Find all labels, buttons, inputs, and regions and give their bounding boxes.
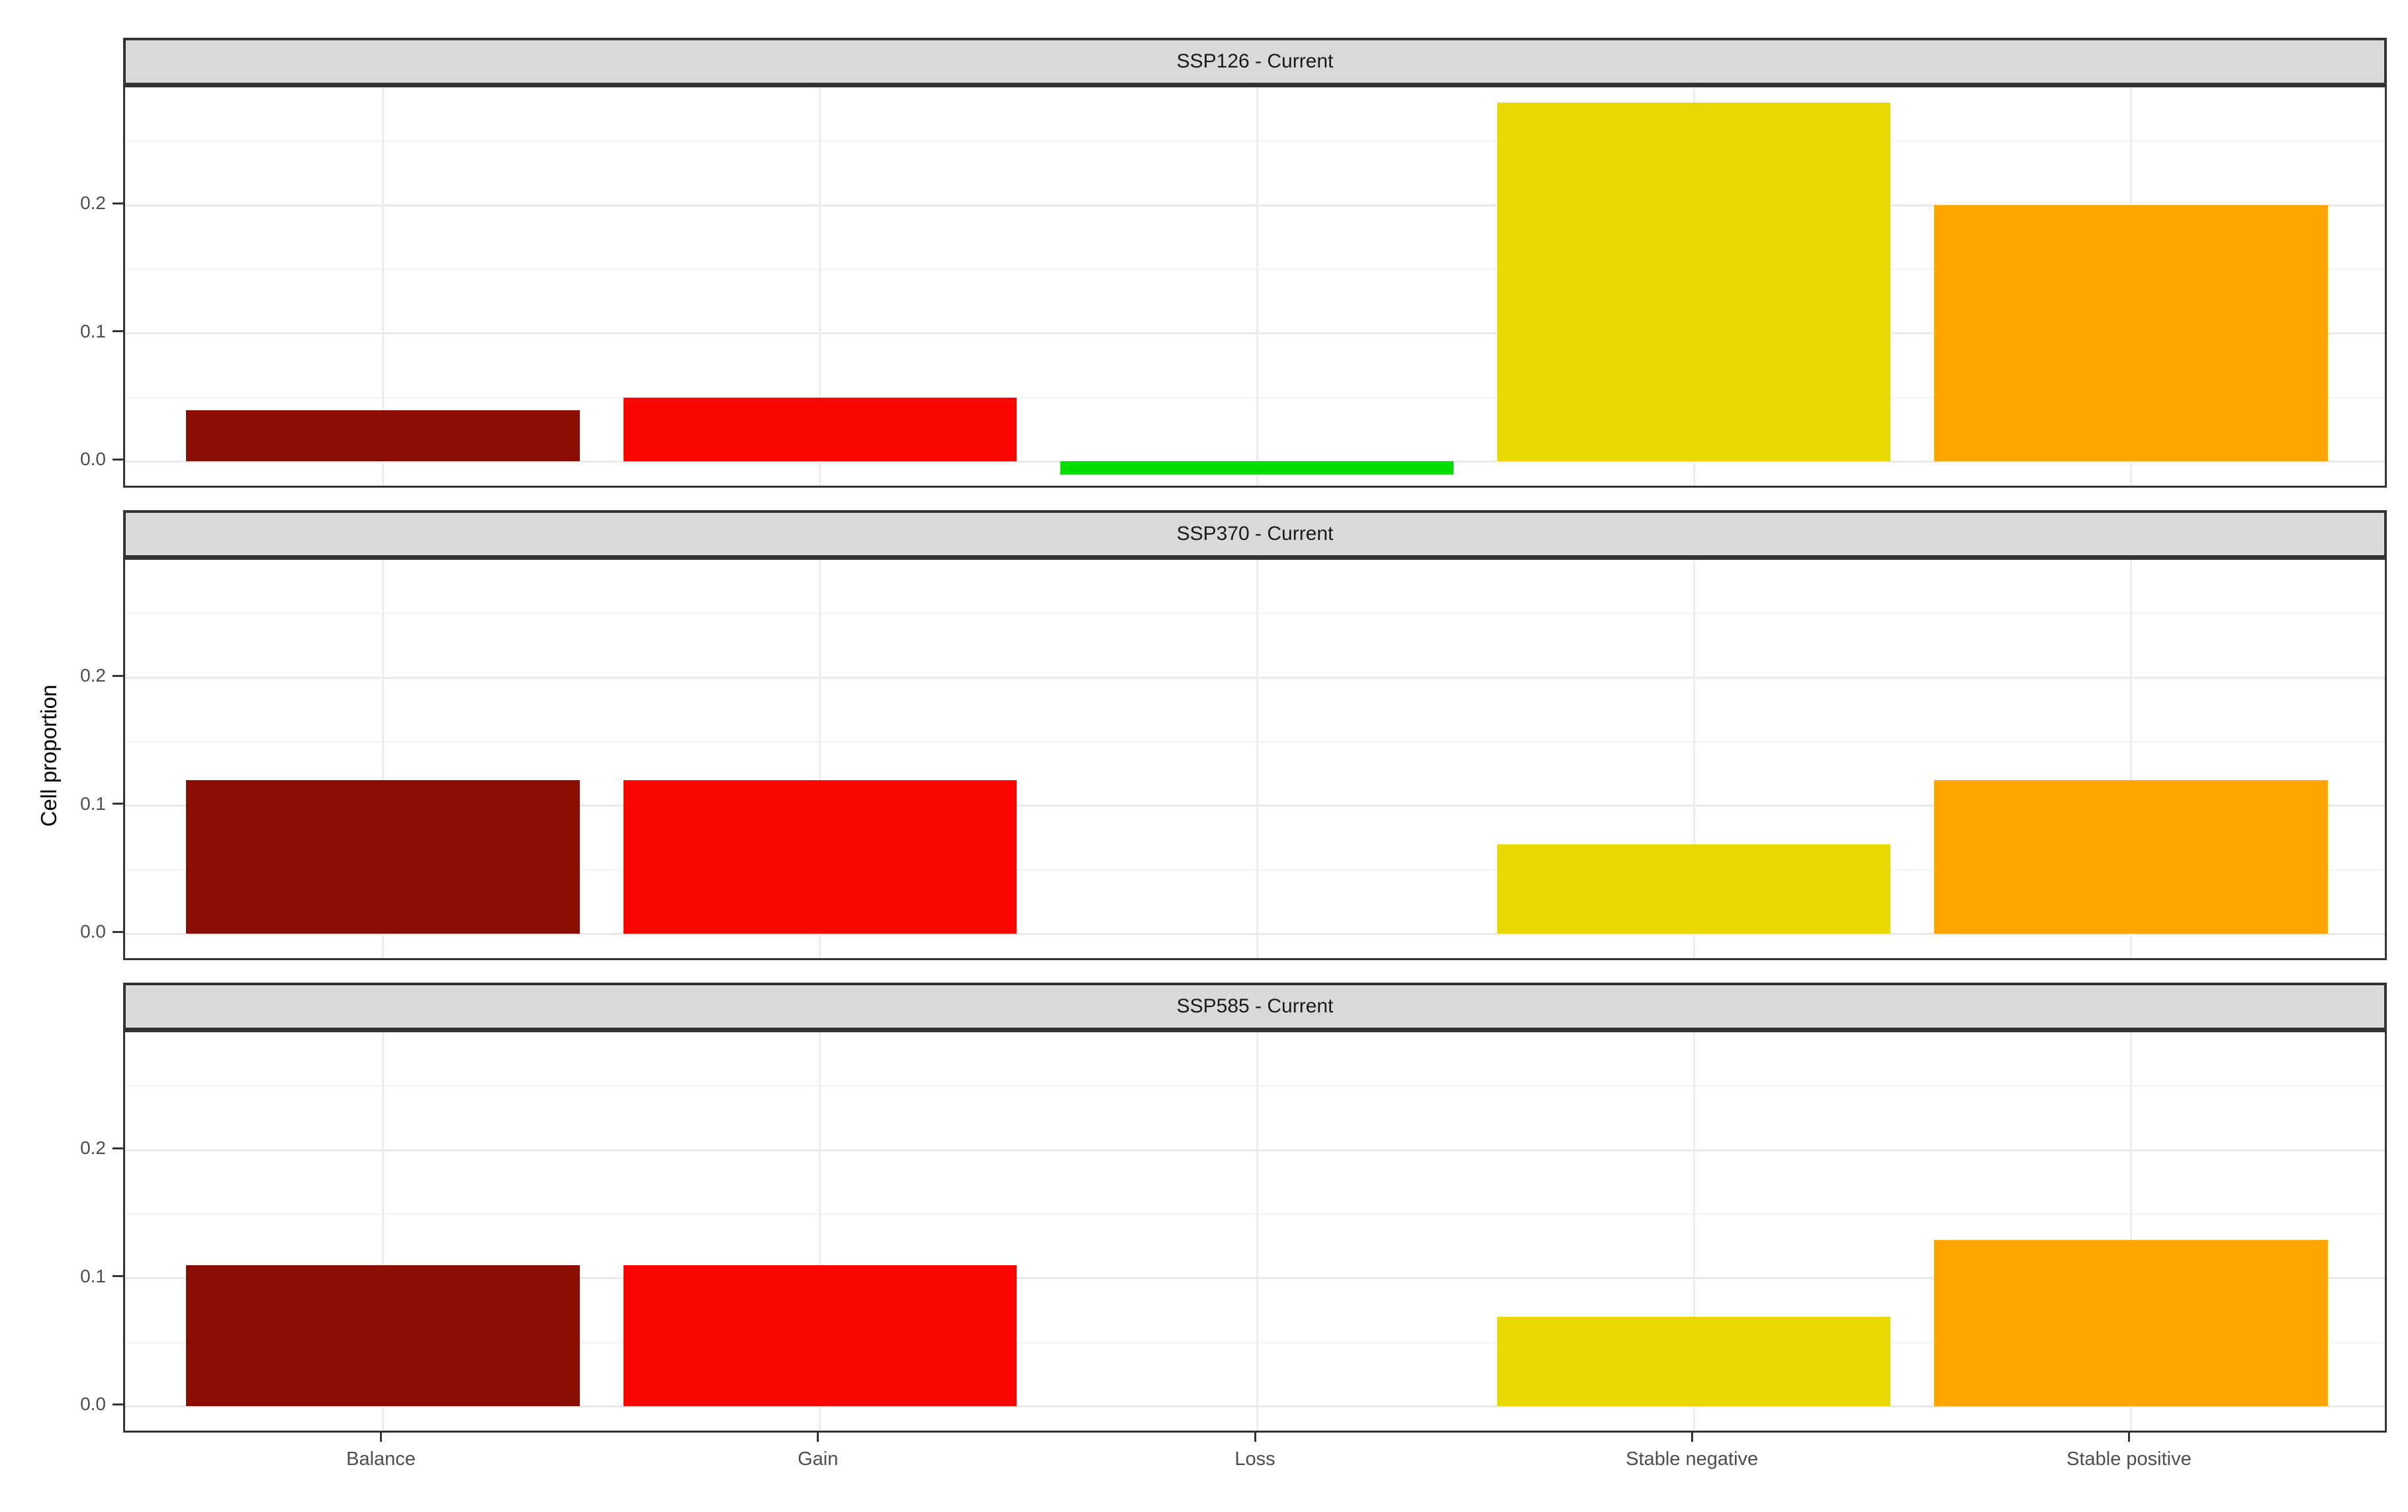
gridline-vertical-gain	[819, 560, 821, 958]
gridline-minor	[125, 1213, 2385, 1215]
gridline-vertical-loss	[1256, 1032, 1258, 1431]
bar-loss	[1060, 461, 1454, 474]
facet-title: SSP126 - Current	[1176, 50, 1334, 72]
x-axis-label-gain: Gain	[798, 1448, 839, 1470]
x-tick-mark	[817, 1433, 819, 1442]
gridline-minor	[125, 1085, 2385, 1087]
y-tick-label: 0.2	[80, 665, 106, 686]
gridline-major	[125, 1405, 2385, 1407]
bar-stable-negative	[1497, 1316, 1891, 1407]
facet-strip: SSP585 - Current	[123, 983, 2387, 1030]
bar-balance	[186, 410, 580, 462]
gridline-minor	[125, 268, 2385, 270]
y-tick-mark	[113, 1275, 123, 1278]
y-tick-mark	[113, 674, 123, 677]
bar-gain	[623, 1265, 1017, 1407]
facet-title: SSP585 - Current	[1176, 995, 1334, 1017]
y-tick-mark	[113, 803, 123, 805]
gridline-major	[125, 1149, 2385, 1151]
facet-strip: SSP126 - Current	[123, 38, 2387, 85]
y-tick-label: 0.0	[80, 1394, 106, 1415]
facet-panel	[123, 558, 2387, 960]
facet-panel	[123, 85, 2387, 488]
bar-stable-negative	[1497, 844, 1891, 934]
y-tick-mark	[113, 1403, 123, 1405]
y-tick-label: 0.1	[80, 1265, 106, 1286]
y-tick-mark	[113, 930, 123, 933]
facet-strip: SSP370 - Current	[123, 510, 2387, 558]
y-tick-mark	[113, 458, 123, 461]
gridline-vertical-stable-positive	[2129, 560, 2132, 958]
gridline-vertical-loss	[1256, 560, 1258, 958]
x-tick-mark	[2127, 1433, 2130, 1442]
x-tick-mark	[1690, 1433, 1693, 1442]
gridline-major	[125, 805, 2385, 807]
y-tick-label: 0.0	[80, 921, 106, 942]
facet-panel	[123, 1030, 2387, 1433]
y-tick-mark	[113, 330, 123, 333]
y-tick-label: 0.1	[80, 320, 106, 341]
gridline-vertical-gain	[819, 87, 821, 486]
gridline-minor	[125, 1341, 2385, 1343]
gridline-minor	[125, 613, 2385, 615]
gridline-major	[125, 676, 2385, 679]
bar-balance	[186, 1265, 580, 1407]
facet-title: SSP370 - Current	[1176, 523, 1334, 545]
y-tick-mark	[113, 1147, 123, 1149]
x-axis-label-stable-positive: Stable positive	[2066, 1448, 2192, 1470]
gridline-vertical-stable-negative	[1692, 560, 1695, 958]
y-tick-label: 0.1	[80, 793, 106, 814]
bar-stable-positive	[1934, 780, 2328, 934]
gridline-vertical-balance	[382, 87, 385, 486]
x-axis-label-balance: Balance	[346, 1448, 416, 1470]
gridline-major	[125, 204, 2385, 206]
y-tick-label: 0.0	[80, 449, 106, 470]
bar-stable-negative	[1497, 103, 1891, 462]
gridline-major	[125, 332, 2385, 335]
gridline-major	[125, 1277, 2385, 1280]
bar-stable-positive	[1934, 205, 2328, 462]
x-axis-label-stable-negative: Stable negative	[1626, 1448, 1759, 1470]
gridline-minor	[125, 740, 2385, 742]
gridline-vertical-stable-positive	[2129, 1032, 2132, 1431]
x-axis-label-loss: Loss	[1234, 1448, 1275, 1470]
x-tick-mark	[380, 1433, 383, 1442]
gridline-minor	[125, 140, 2385, 142]
gridline-vertical-balance	[382, 1032, 385, 1431]
y-tick-mark	[113, 202, 123, 204]
gridline-minor	[125, 869, 2385, 871]
gridline-minor	[125, 396, 2385, 398]
gridline-vertical-stable-negative	[1692, 1032, 1695, 1431]
gridline-vertical-loss	[1256, 87, 1258, 486]
bar-balance	[186, 780, 580, 934]
bar-stable-positive	[1934, 1239, 2328, 1407]
bar-gain	[623, 780, 1017, 934]
gridline-major	[125, 932, 2385, 935]
bar-gain	[623, 397, 1017, 462]
y-tick-label: 0.2	[80, 193, 106, 214]
gridline-vertical-balance	[382, 560, 385, 958]
y-tick-label: 0.2	[80, 1137, 106, 1159]
x-tick-mark	[1254, 1433, 1256, 1442]
gridline-vertical-gain	[819, 1032, 821, 1431]
